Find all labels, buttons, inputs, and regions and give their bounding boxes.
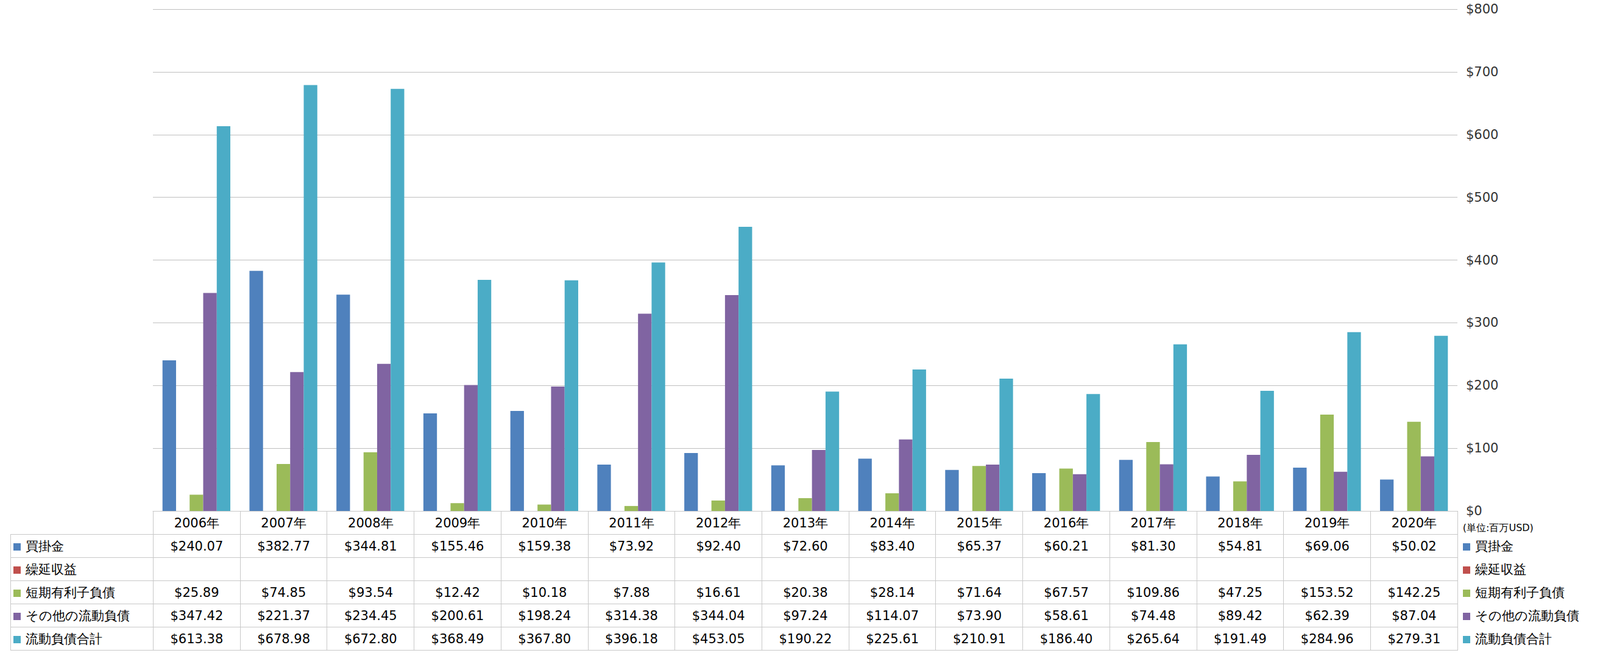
html-text:繰延収益: 繰延収益 [1474, 561, 1527, 577]
html-text:$344.04: $344.04 [692, 607, 745, 623]
html-text:$93.54: $93.54 [348, 584, 393, 600]
html-text:$234.45: $234.45 [344, 607, 398, 623]
html-text:$10.18: $10.18 [522, 584, 567, 600]
html-text:$20.38: $20.38 [783, 584, 828, 600]
html-text:$210.91: $210.91 [952, 630, 1006, 646]
html-text:$284.96: $284.96 [1300, 630, 1354, 646]
html-text:$92.40: $92.40 [696, 538, 741, 553]
html-text:$47.25: $47.25 [1217, 584, 1263, 600]
html-text:2015年: 2015年 [956, 515, 1002, 530]
html-text:その他の流動負債: その他の流動負債 [1474, 607, 1580, 623]
html-text:2016年: 2016年 [1043, 515, 1089, 530]
html-text:$114.07: $114.07 [865, 607, 919, 623]
html-text:2006年: 2006年 [174, 515, 220, 530]
html-text:$453.05: $453.05 [692, 630, 745, 646]
html-text:$159.38: $159.38 [518, 538, 572, 553]
svg-text:$100: $100 [1465, 440, 1499, 456]
html-text:$198.24: $198.24 [518, 607, 572, 623]
html-text:$190.22: $190.22 [778, 630, 832, 646]
html-text:$7.88: $7.88 [613, 584, 650, 600]
html-text:$16.61: $16.61 [696, 584, 741, 600]
html-text:流動負債合計: 流動負債合計 [25, 630, 103, 646]
html-text:$58.61: $58.61 [1043, 607, 1089, 623]
html-text:$314.38: $314.38 [605, 607, 658, 623]
html-text:2018年: 2018年 [1217, 515, 1263, 530]
html-text:$109.86: $109.86 [1126, 584, 1180, 600]
html-text:$613.38: $613.38 [170, 630, 224, 646]
html-text:$142.25: $142.25 [1387, 584, 1441, 600]
html-text:短期有利子負債: 短期有利子負債 [1474, 584, 1565, 600]
html-text:$672.80: $672.80 [344, 630, 398, 646]
html-text:$65.37: $65.37 [956, 538, 1002, 553]
html-text:$186.40: $186.40 [1039, 630, 1093, 646]
html-text:$344.81: $344.81 [344, 538, 398, 553]
html-text:$221.37: $221.37 [257, 607, 311, 623]
html-text:$396.18: $396.18 [605, 630, 658, 646]
html-text:$54.81: $54.81 [1217, 538, 1263, 553]
html-text:2017年: 2017年 [1130, 515, 1176, 530]
html-text:$89.42: $89.42 [1217, 607, 1263, 623]
html-text:2014年: 2014年 [869, 515, 916, 530]
html-text:$368.49: $368.49 [431, 630, 485, 646]
html-text:流動負債合計: 流動負債合計 [1474, 630, 1552, 646]
html-text:2007年: 2007年 [260, 515, 307, 530]
html-text:2013年: 2013年 [782, 515, 829, 530]
html-text:$382.77: $382.77 [257, 538, 311, 553]
html-text:$225.61: $225.61 [865, 630, 919, 646]
svg-text:$800: $800 [1465, 1, 1499, 17]
html-text:$62.39: $62.39 [1304, 607, 1350, 623]
html-text:$347.42: $347.42 [170, 607, 224, 623]
html-text:短期有利子負債: 短期有利子負債 [25, 584, 116, 600]
html-text:2011年: 2011年 [608, 515, 655, 530]
html-text:2008年: 2008年 [347, 515, 394, 530]
html-text:2012年: 2012年 [695, 515, 742, 530]
html-text:$87.04: $87.04 [1391, 607, 1437, 623]
html-text:2009年: 2009年 [434, 515, 481, 530]
svg-text:$600: $600 [1465, 127, 1499, 142]
html-text:$12.42: $12.42 [435, 584, 480, 600]
html-text:$153.52: $153.52 [1300, 584, 1354, 600]
html-text:その他の流動負債: その他の流動負債 [25, 607, 130, 623]
html-text:$81.30: $81.30 [1130, 538, 1176, 553]
svg-text:$300: $300 [1465, 315, 1499, 330]
html-text:買掛金: 買掛金 [25, 538, 64, 553]
html-text:$72.60: $72.60 [783, 538, 828, 553]
html-text:$367.80: $367.80 [518, 630, 572, 646]
html-text:$97.24: $97.24 [783, 607, 828, 623]
svg-text:$400: $400 [1465, 252, 1499, 268]
html-text:$83.40: $83.40 [870, 538, 915, 553]
svg-text:$700: $700 [1465, 64, 1499, 80]
html-text:$60.21: $60.21 [1043, 538, 1089, 553]
html-text:$265.64: $265.64 [1126, 630, 1180, 646]
svg-text:$500: $500 [1465, 190, 1499, 205]
html-text:$67.57: $67.57 [1043, 584, 1089, 600]
svg-text:$200: $200 [1465, 377, 1499, 393]
html-text:$155.46: $155.46 [431, 538, 485, 553]
html-text:買掛金: 買掛金 [1474, 538, 1514, 553]
html-text:2010年: 2010年 [521, 515, 568, 530]
html-text:$74.48: $74.48 [1130, 607, 1176, 623]
html-text:2020年: 2020年 [1391, 515, 1437, 530]
html-text:$191.49: $191.49 [1213, 630, 1267, 646]
html-text:$25.89: $25.89 [174, 584, 220, 600]
html-text:$279.31: $279.31 [1387, 630, 1441, 646]
html-text:$50.02: $50.02 [1391, 538, 1437, 553]
html-text:$71.64: $71.64 [956, 584, 1002, 600]
html-text:$200.61: $200.61 [431, 607, 485, 623]
html-text:$74.85: $74.85 [261, 584, 307, 600]
html-text:$73.90: $73.90 [956, 607, 1002, 623]
html-text:$240.07: $240.07 [170, 538, 224, 553]
svg-text:$0: $0 [1465, 503, 1483, 518]
html-text:(単位:百万USD): (単位:百万USD) [1462, 521, 1534, 533]
html-text:$678.98: $678.98 [257, 630, 311, 646]
html-text:$28.14: $28.14 [870, 584, 915, 600]
html-text:$69.06: $69.06 [1304, 538, 1350, 553]
html-text:繰延収益: 繰延収益 [25, 561, 77, 577]
html-text:2019年: 2019年 [1304, 515, 1350, 530]
html-text:$73.92: $73.92 [609, 538, 654, 553]
